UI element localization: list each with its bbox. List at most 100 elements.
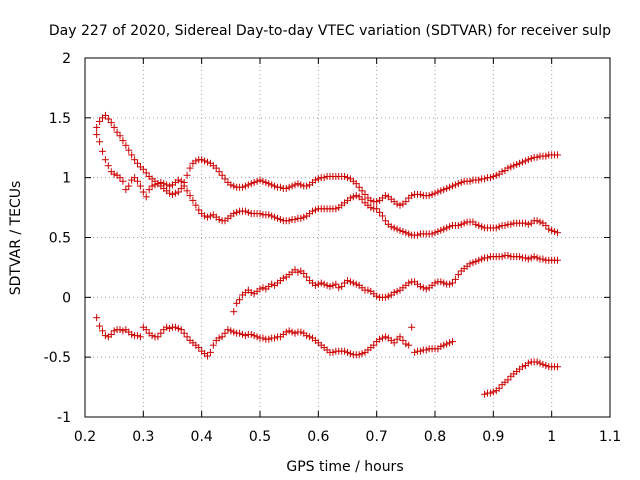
data-point: [145, 186, 153, 194]
data-point: [227, 181, 235, 189]
data-point: [154, 333, 162, 341]
data-point: [297, 181, 305, 189]
data-point: [320, 280, 328, 288]
data-point: [521, 157, 529, 165]
data-point: [396, 201, 404, 209]
data-point: [379, 212, 386, 220]
data-point: [434, 228, 442, 236]
data-point: [396, 333, 404, 341]
data-point: [131, 174, 139, 182]
data-point: [451, 275, 459, 283]
data-point: [472, 220, 480, 228]
data-point: [440, 279, 448, 287]
data-point: [449, 279, 456, 287]
data-point: [166, 182, 174, 190]
data-point: [542, 152, 550, 160]
data-point: [291, 329, 299, 337]
data-point: [332, 205, 340, 213]
data-point: [533, 217, 541, 225]
data-point: [524, 220, 532, 228]
data-point: [381, 217, 389, 225]
data-point: [443, 184, 451, 192]
data-point: [422, 285, 430, 293]
data-point: [148, 182, 156, 190]
data-point: [346, 350, 354, 358]
data-point: [116, 132, 124, 140]
data-point: [393, 287, 401, 295]
data-point: [297, 214, 305, 222]
data-point: [204, 158, 211, 166]
x-tick-label: 0.2: [74, 429, 96, 445]
y-tick-label: 0: [62, 290, 71, 306]
data-point: [142, 193, 150, 201]
data-point: [107, 119, 115, 127]
data-point: [446, 183, 454, 191]
data-point: [206, 348, 214, 356]
data-point: [177, 177, 185, 185]
data-point: [136, 333, 144, 341]
data-point: [475, 176, 483, 184]
data-point: [93, 314, 101, 322]
data-point: [524, 156, 532, 164]
data-point: [361, 190, 369, 198]
data-point: [101, 111, 109, 119]
data-point: [422, 346, 430, 354]
data-point: [431, 189, 439, 197]
data-point: [341, 172, 349, 180]
data-point: [180, 182, 188, 190]
data-point: [437, 342, 445, 350]
y-tick-label: 2: [62, 51, 71, 67]
data-point: [236, 329, 244, 337]
data-point: [136, 182, 144, 190]
data-point: [157, 329, 165, 337]
data-point: [142, 326, 150, 334]
data-point: [542, 362, 550, 370]
plot-frame: [84, 57, 611, 418]
data-point: [241, 182, 249, 190]
data-point: [96, 138, 104, 146]
data-point: [250, 332, 258, 340]
data-point: [180, 329, 188, 337]
data-point: [495, 384, 503, 392]
data-point: [247, 330, 255, 338]
data-point: [195, 206, 203, 214]
data-point: [265, 335, 273, 343]
data-point: [501, 222, 509, 230]
data-point: [166, 324, 174, 332]
data-point: [507, 220, 515, 228]
data-point: [329, 348, 337, 356]
data-point: [504, 251, 512, 259]
data-point: [96, 117, 104, 125]
data-point: [416, 283, 424, 291]
data-point: [139, 188, 147, 196]
data-point: [110, 170, 118, 178]
data-point: [224, 326, 232, 334]
data-point: [282, 184, 290, 192]
data-point: [256, 210, 264, 218]
data-point: [545, 225, 553, 233]
data-point: [373, 205, 381, 213]
data-point: [259, 177, 267, 185]
data-point: [183, 187, 191, 195]
data-point: [241, 332, 249, 340]
data-point: [104, 115, 112, 123]
data-point: [288, 182, 296, 190]
data-point: [157, 178, 165, 186]
x-tick-label: 1: [547, 429, 556, 445]
data-point: [274, 214, 281, 222]
data-point: [358, 187, 366, 195]
data-point: [542, 222, 550, 230]
data-point: [268, 280, 276, 288]
data-point: [402, 229, 410, 237]
data-point: [451, 181, 459, 189]
data-point: [262, 178, 270, 186]
data-point: [536, 218, 544, 226]
data-point: [189, 196, 197, 204]
data-point: [221, 329, 229, 337]
data-point: [460, 219, 468, 227]
data-point: [524, 255, 532, 263]
data-point: [96, 322, 104, 330]
data-point: [481, 390, 489, 398]
data-point: [169, 190, 176, 198]
data-point: [332, 280, 340, 288]
